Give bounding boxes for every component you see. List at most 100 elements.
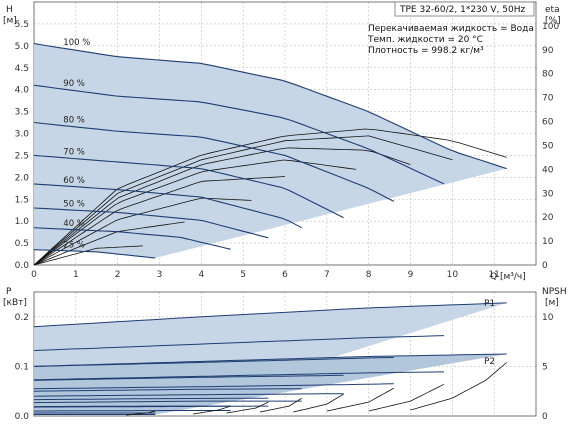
p1-curve [33, 302, 507, 328]
p1-curve [33, 388, 302, 392]
y-tick-label: 0.5 [15, 239, 29, 249]
x-tick-label: 11 [488, 270, 499, 280]
head-axis-label: H [6, 5, 13, 15]
x-tick-label: 2 [115, 270, 121, 280]
p2-operating-area [34, 354, 507, 415]
y-tick-label: 3.5 [15, 108, 29, 118]
y-tick-label: 4.5 [15, 64, 29, 74]
npsh-curve [326, 387, 394, 412]
npsh-axis-label: NPSH [542, 287, 567, 297]
p1-curve [34, 397, 269, 401]
speed-curve [33, 207, 269, 239]
y-tick-label: 4.0 [15, 86, 30, 96]
speed-curve [33, 121, 395, 202]
eta-curve [33, 128, 507, 266]
p2-label: P2 [484, 357, 495, 367]
y2-tick-label: 40 [542, 165, 554, 175]
x-tick-label: 4 [198, 270, 204, 280]
head-panel: 0.00.51.01.52.02.53.03.54.04.55.05.50102… [15, 1, 559, 280]
eta-curve [33, 135, 453, 266]
y2-tick-label: 0 [542, 261, 548, 271]
x-tick-label: 10 [447, 270, 459, 280]
y2-tick-label: 50 [542, 141, 554, 151]
npsh-curve [125, 410, 156, 416]
speed-curve-label: 100 % [63, 38, 90, 48]
y2-tick-label: 20 [542, 213, 554, 223]
speed-curve-label: 25 % [63, 241, 85, 251]
speed-curve-label: 90 % [63, 79, 85, 89]
eta-curve [33, 197, 252, 266]
y2-tick-label: 5 [542, 362, 548, 372]
head-axis-unit: [м] [3, 16, 17, 26]
y2-tick-label: 70 [542, 94, 554, 104]
y-tick-label: 2.0 [15, 173, 30, 183]
npsh-curve [259, 397, 302, 413]
p1-label: P1 [484, 299, 495, 309]
speed-curve-label: 40 % [63, 219, 85, 229]
power-axis-label: P [6, 287, 12, 297]
p2-curve [33, 400, 302, 404]
npsh-curve [192, 405, 231, 415]
y2-tick-label: 0 [542, 412, 548, 422]
y-tick-label: 5.0 [15, 42, 30, 52]
y-tick-label: 0.0 [15, 412, 30, 422]
y2-tick-label: 100 [542, 22, 559, 32]
npsh-curve [293, 393, 344, 413]
eta-curve [33, 147, 411, 266]
eta-axis-label: eta [545, 5, 560, 15]
y2-tick-label: 60 [542, 118, 554, 128]
x-tick-label: 1 [73, 270, 79, 280]
y-tick-label: 0.1 [15, 362, 29, 372]
x-tick-label: 3 [157, 270, 163, 280]
speed-curve [33, 227, 231, 250]
pump-model-text: TPE 32-60/2, 1*230 V, 50Hz [399, 5, 525, 15]
p1-curve [33, 335, 445, 351]
y-tick-label: 1.5 [15, 195, 29, 205]
p2-curve [33, 383, 394, 390]
p2-curve [34, 410, 231, 412]
speed-curve [33, 43, 507, 170]
npsh-axis-unit: [м] [545, 298, 559, 308]
temperature-text: Темп. жидкости = 20 °C [367, 35, 483, 45]
p2-curve [33, 393, 344, 397]
x-tick-label: 6 [282, 270, 288, 280]
flow-axis-label: Q [м³/ч] [490, 272, 526, 282]
speed-curve [33, 249, 156, 259]
y2-tick-label: 10 [542, 237, 554, 247]
y-tick-label: 1.0 [15, 217, 30, 227]
x-tick-label: 5 [240, 270, 246, 280]
speed-curve [33, 154, 344, 219]
x-tick-label: 8 [366, 270, 372, 280]
speed-curve-label: 80 % [63, 116, 85, 126]
speed-curve-label: 70 % [63, 148, 85, 158]
y2-tick-label: 30 [542, 189, 554, 199]
power-panel: 0.0 0.1 0.2 0 5 10 [15, 291, 554, 422]
speed-curve-label: 50 % [63, 200, 85, 210]
density-text: Плотность = 998.2 кг/м³ [368, 46, 484, 56]
p1-curve [33, 374, 344, 381]
speed-curve-label: 60 % [63, 176, 85, 186]
npsh-curve [410, 362, 507, 411]
y-tick-label: 0.0 [15, 261, 30, 271]
eta-curve [33, 221, 185, 266]
npsh-curve [226, 401, 269, 414]
p2-curve [33, 371, 445, 381]
info-box: TPE 32-60/2, 1*230 V, 50Hz Перекачиваема… [367, 1, 535, 56]
y-tick-label: 5.5 [15, 20, 29, 30]
y-tick-label: 2.5 [15, 151, 29, 161]
eta-curve [33, 245, 143, 266]
liquid-text: Перекачиваемая жидкость = Вода [368, 24, 534, 34]
x-tick-label: 0 [31, 270, 37, 280]
x-tick-label: 9 [408, 270, 414, 280]
speed-curve [33, 84, 445, 185]
y2-tick-label: 10 [542, 313, 554, 323]
y2-tick-label: 90 [542, 46, 554, 56]
y2-tick-label: 80 [542, 70, 554, 80]
npsh-curve [368, 383, 445, 412]
y-tick-label: 0.2 [15, 313, 29, 323]
speed-curve [33, 183, 302, 229]
power-axis-unit: [кВт] [3, 298, 27, 308]
eta-axis-unit: [%] [545, 16, 561, 26]
y-tick-label: 3.0 [15, 130, 30, 140]
